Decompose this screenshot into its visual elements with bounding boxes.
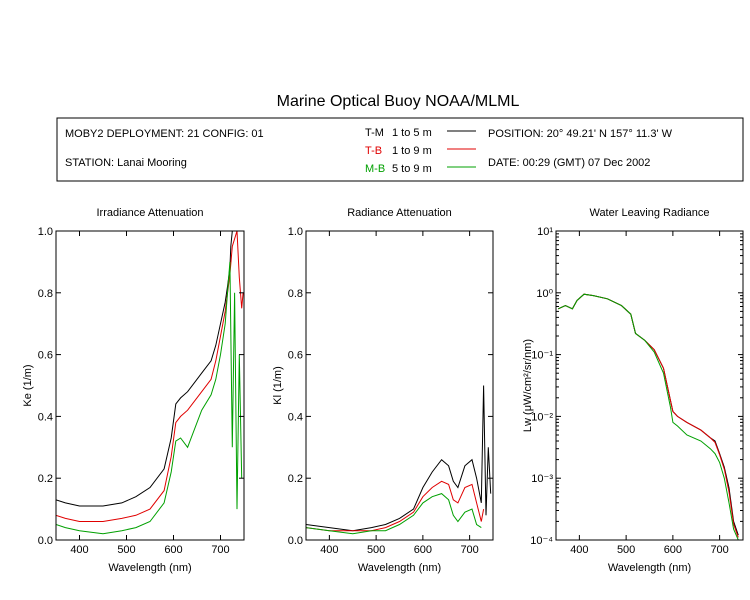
chart-water-leaving: 400 500 600 700 10⁻⁴ 10⁻³ 10⁻² 10⁻¹ 10⁰ 10¹ Water … — [522, 207, 744, 574]
y-axis-label: Lw (μW/cm²/sr/nm) — [522, 339, 534, 432]
y-tick-label: 0.0 — [288, 535, 303, 547]
figure-title: Marine Optical Buoy NOAA/MLML — [277, 93, 520, 110]
chart-radiance: 400 500 600 700 0.0 0.2 0.4 0.6 0.8 1.0 Radiance A… — [272, 207, 494, 574]
legend-range-tb: 1 to 9 m — [392, 145, 432, 157]
legend-code-tb: T-B — [365, 145, 382, 157]
x-tick-label: 400 — [320, 544, 338, 556]
y-tick-label: 10⁻² — [531, 411, 553, 423]
y-tick-label: 0.8 — [38, 288, 53, 300]
legend-entry-mb: M-B 5 to 9 m — [365, 163, 476, 175]
x-tick-label: 600 — [664, 544, 682, 556]
series-line-m-b — [56, 261, 243, 535]
y-tick-label: 10⁻¹ — [531, 350, 553, 362]
y-tick-label: 10⁻³ — [531, 473, 553, 485]
series-line-t-b — [56, 231, 244, 522]
x-tick-label: 500 — [367, 544, 385, 556]
y-tick-label: 0.6 — [38, 350, 53, 362]
y-tick-label: 0.6 — [288, 350, 303, 362]
series-line-t-m — [56, 231, 235, 507]
x-tick-label: 500 — [117, 544, 135, 556]
series-line-t-b — [306, 480, 485, 532]
chart-irradiance: 400 500 600 700 0.0 0.2 0.4 0.6 0.8 1.0 Irradiance… — [22, 207, 245, 574]
x-axis-label: Wavelength (nm) — [608, 562, 691, 574]
y-tick-label: 0.4 — [38, 411, 53, 423]
series-line-m-b — [306, 493, 482, 535]
y-tick-label: 10⁰ — [536, 288, 553, 300]
y-axis-label: Ke (1/m) — [22, 364, 34, 406]
y-tick-label: 10⁻⁴ — [530, 535, 553, 547]
legend-code-tm: T-M — [365, 127, 384, 139]
info-box-frame — [56, 117, 744, 182]
y-axis-label: Kl (1/m) — [272, 366, 284, 405]
legend-range-mb: 5 to 9 m — [392, 163, 432, 175]
chart-title: Water Leaving Radiance — [589, 207, 709, 219]
series-line-t-b — [558, 293, 739, 538]
plot-frame — [305, 230, 494, 541]
x-axis-label: Wavelength (nm) — [358, 562, 441, 574]
y-tick-label: 0.0 — [38, 535, 53, 547]
station-text: STATION: Lanai Mooring — [65, 157, 187, 169]
chart-panels: 400 500 600 700 0.0 0.2 0.4 0.6 0.8 1.0 Irradiance… — [22, 207, 744, 574]
y-tick-label: 1.0 — [38, 226, 53, 238]
y-tick-label: 0.2 — [38, 473, 53, 485]
info-box: MOBY2 DEPLOYMENT: 21 CONFIG: 01 STATION:… — [56, 117, 744, 182]
date-text: DATE: 00:29 (GMT) 07 Dec 2002 — [488, 157, 650, 169]
y-tick-label: 0.8 — [288, 288, 303, 300]
legend: T-M 1 to 5 m T-B 1 to 9 m M-B 5 to 9 m — [365, 127, 476, 175]
position-text: POSITION: 20° 49.21' N 157° 11.3' W — [488, 128, 673, 140]
chart-title: Irradiance Attenuation — [96, 207, 203, 219]
deployment-text: MOBY2 DEPLOYMENT: 21 CONFIG: 01 — [65, 128, 264, 140]
series-line-t-m — [558, 293, 739, 536]
x-tick-label: 700 — [211, 544, 229, 556]
x-tick-label: 600 — [414, 544, 432, 556]
y-tick-label: 0.2 — [288, 473, 303, 485]
legend-entry-tm: T-M 1 to 5 m — [365, 127, 476, 139]
legend-code-mb: M-B — [365, 163, 385, 175]
series-line-t-m — [306, 385, 492, 532]
chart-title: Radiance Attenuation — [347, 207, 452, 219]
legend-entry-tb: T-B 1 to 9 m — [365, 145, 476, 157]
x-tick-label: 700 — [710, 544, 728, 556]
y-tick-label: 0.4 — [288, 411, 303, 423]
plot-frame — [555, 230, 744, 541]
x-tick-label: 500 — [617, 544, 635, 556]
y-tick-label: 1.0 — [288, 226, 303, 238]
x-tick-label: 400 — [570, 544, 588, 556]
x-tick-label: 700 — [460, 544, 478, 556]
plot-frame — [55, 230, 245, 541]
legend-range-tm: 1 to 5 m — [392, 127, 432, 139]
x-tick-label: 600 — [164, 544, 182, 556]
series-line-m-b — [558, 293, 739, 540]
x-tick-label: 400 — [70, 544, 88, 556]
y-tick-label: 10¹ — [537, 226, 553, 238]
x-axis-label: Wavelength (nm) — [108, 562, 191, 574]
